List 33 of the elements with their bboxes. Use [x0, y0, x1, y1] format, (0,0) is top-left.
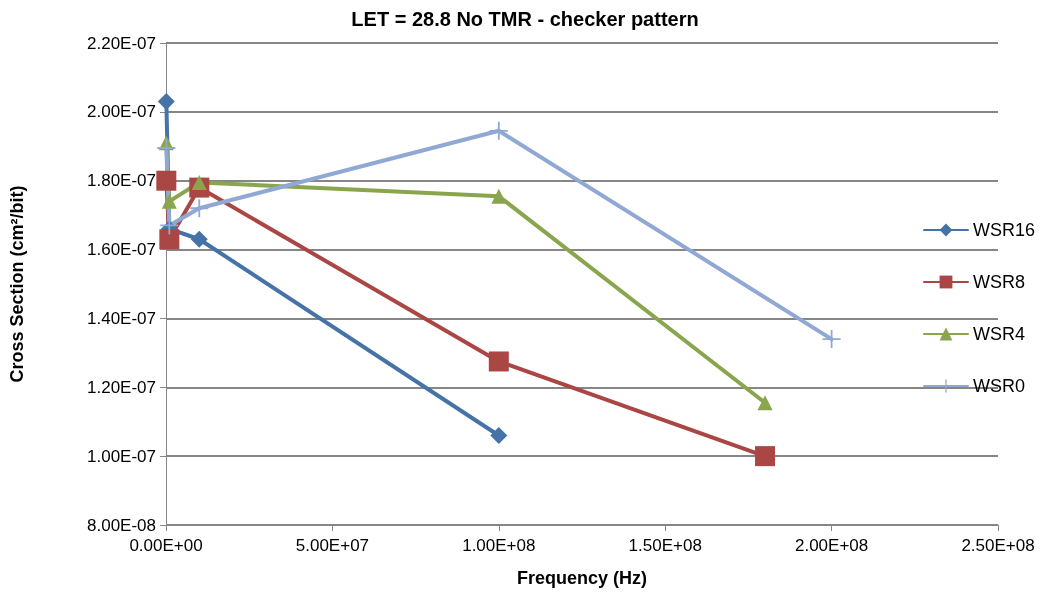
- y-axis-title: Cross Section (cm²/bit): [7, 185, 27, 383]
- point: [489, 121, 508, 140]
- legend-label: WSR16: [972, 220, 1035, 240]
- point: [159, 229, 180, 250]
- y-tick-label: 8.00E-08: [87, 515, 156, 535]
- point: [161, 193, 177, 209]
- legend-label: WSR8: [972, 272, 1025, 292]
- y-tick-label: 1.60E-07: [87, 240, 156, 260]
- y-tick-label: 1.00E-07: [87, 446, 156, 466]
- point: [157, 93, 175, 111]
- y-tick-label: 1.20E-07: [87, 377, 156, 397]
- y-tick-label: 2.00E-07: [87, 102, 156, 122]
- y-tick-label: 1.80E-07: [87, 171, 156, 191]
- x-tick-label: 1.50E+08: [628, 536, 702, 555]
- x-tick-label: 2.50E+08: [961, 536, 1035, 555]
- point: [190, 199, 209, 218]
- point: [156, 170, 177, 191]
- point: [491, 188, 507, 204]
- legend-label: WSR4: [972, 324, 1025, 344]
- legend-label: WSR0: [972, 376, 1025, 396]
- point: [490, 426, 508, 444]
- x-tick-label: 2.00E+08: [794, 536, 869, 555]
- point: [757, 395, 773, 411]
- point: [190, 230, 208, 248]
- chart-title: LET = 28.8 No TMR - checker pattern: [351, 8, 699, 30]
- y-tick-label: 2.20E-07: [87, 33, 156, 53]
- x-tick-label: 1.00E+08: [462, 536, 536, 555]
- x-axis-title: Frequency (Hz): [516, 568, 648, 588]
- x-tick-label: 5.00E+07: [295, 536, 370, 555]
- point: [488, 351, 509, 372]
- y-tick-label: 1.40E-07: [87, 308, 156, 328]
- x-tick-label: 0.00E+00: [129, 536, 203, 555]
- point: [755, 446, 776, 467]
